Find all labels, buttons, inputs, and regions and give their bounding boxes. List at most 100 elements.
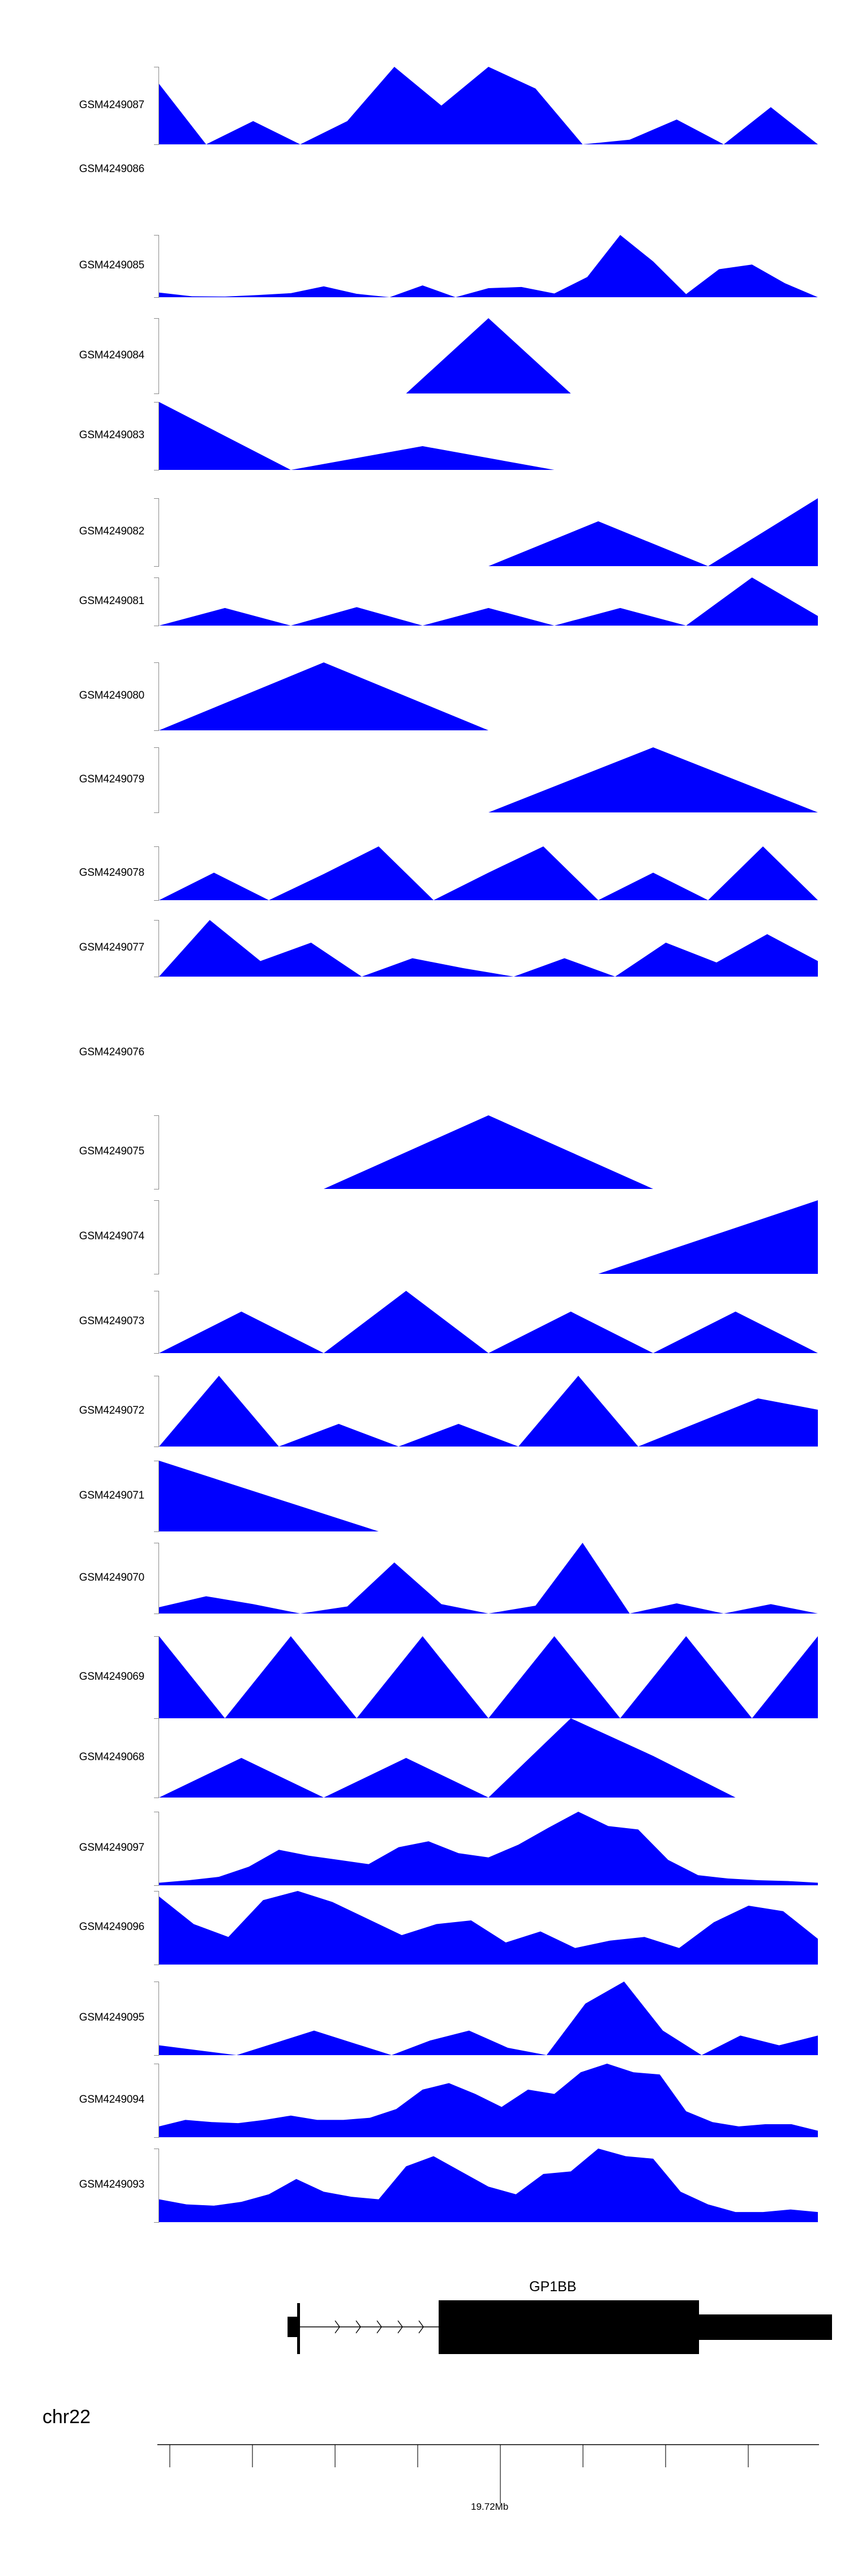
- track-sample-label: GSM4249086: [79, 163, 144, 175]
- gene-name-label: GP1BB: [529, 2279, 577, 2295]
- track-sample-label: GSM4249070: [79, 1571, 144, 1584]
- y-axis-spine: [158, 920, 159, 977]
- coverage-track: GSM4249081 30: [0, 560, 849, 643]
- coverage-area-path: [159, 577, 818, 626]
- coverage-area-svg: [159, 1812, 818, 1885]
- y-axis-bottom-cap: [154, 1885, 159, 1886]
- y-axis-spine: [158, 1461, 159, 1531]
- coverage-plot-area: [159, 1543, 818, 1614]
- coverage-area-path: [159, 920, 818, 977]
- coverage-track: GSM4249070 90: [0, 1526, 849, 1631]
- track-y-axis: 20: [154, 318, 161, 394]
- coverage-area-svg: [159, 577, 818, 626]
- coverage-track: GSM4249086: [0, 153, 849, 187]
- track-sample-label: GSM4249077: [79, 942, 144, 953]
- track-y-axis: 340: [154, 2064, 161, 2138]
- y-axis-top-cap: [154, 920, 159, 921]
- coverage-area-path: [159, 1891, 818, 1965]
- ruler-tick-label: 19.72Mb: [471, 2501, 509, 2512]
- coverage-plot-area: [159, 1982, 818, 2055]
- coverage-plot-area: [159, 2064, 818, 2137]
- y-axis-spine: [158, 2149, 159, 2222]
- chromosome-label: chr22: [42, 2406, 91, 2428]
- y-axis-top-cap: [154, 498, 159, 499]
- y-axis-spine: [158, 1543, 159, 1614]
- coverage-track: GSM4249068 40: [0, 1701, 849, 1815]
- coverage-plot-area: [159, 1115, 818, 1189]
- y-axis-spine: [158, 2064, 159, 2137]
- coverage-track: GSM4249095 30: [0, 1965, 849, 2072]
- coverage-area-path: [159, 2149, 818, 2222]
- coverage-track: GSM4249074 20: [0, 1183, 849, 1291]
- coverage-plot-area: [159, 67, 818, 144]
- track-y-axis: 30: [154, 577, 161, 626]
- coverage-track: GSM4249071 20: [0, 1444, 849, 1548]
- coverage-area-svg: [324, 1115, 653, 1189]
- y-axis-spine: [158, 498, 159, 566]
- track-sample-label: GSM4249096: [79, 1921, 144, 1933]
- coverage-track: GSM4249078 40: [0, 829, 849, 917]
- y-axis-spine: [158, 1891, 159, 1965]
- coverage-track: GSM4249079 20: [0, 730, 849, 829]
- track-y-axis: 50: [154, 1376, 161, 1447]
- coverage-area-svg: [159, 920, 818, 977]
- coverage-area-path: [159, 1291, 818, 1353]
- y-axis-bottom-cap: [154, 393, 159, 394]
- coverage-plot-area: [159, 920, 818, 977]
- coverage-area-svg: [598, 1200, 818, 1274]
- coverage-track: GSM4249097 870: [0, 1795, 849, 1902]
- track-y-axis: 290: [154, 2149, 161, 2223]
- coverage-track: GSM4249075 20: [0, 1098, 849, 1206]
- coverage-area-svg: [159, 662, 488, 730]
- y-axis-spine: [158, 1200, 159, 1274]
- y-axis-spine: [158, 67, 159, 144]
- coverage-track: GSM4249087 50: [0, 50, 849, 161]
- track-sample-label: GSM4249080: [79, 690, 144, 701]
- track-sample-label: GSM4249095: [79, 2012, 144, 2023]
- coverage-area-path: [159, 1636, 818, 1718]
- coverage-plot-area: [159, 1291, 818, 1353]
- track-y-axis: 50: [154, 498, 161, 567]
- coverage-area-path: [488, 498, 818, 566]
- coverage-area-path: [159, 402, 555, 470]
- coverage-area-path: [159, 1376, 818, 1447]
- track-y-axis: 30: [154, 1982, 161, 2056]
- chromosome-axis: chr22 19.72Mb: [0, 2400, 849, 2525]
- track-y-axis: 20: [154, 1115, 161, 1189]
- track-sample-label: GSM4249069: [79, 1670, 144, 1683]
- coverage-track: GSM4249077 40: [0, 903, 849, 994]
- track-y-axis: 40: [154, 1718, 161, 1798]
- coverage-area-svg: [488, 498, 818, 566]
- track-sample-label: GSM4249094: [79, 2094, 144, 2106]
- coverage-plot-area: [159, 1200, 818, 1274]
- y-axis-bottom-cap: [154, 566, 159, 567]
- track-sample-label: GSM4249074: [79, 1230, 144, 1242]
- coverage-area-path: [406, 318, 571, 393]
- coverage-area-svg: [159, 1718, 736, 1798]
- coverage-plot-area: [159, 498, 818, 566]
- track-y-axis: 870: [154, 1812, 161, 1886]
- coverage-area-svg: [159, 1891, 818, 1965]
- coverage-area-svg: [159, 846, 818, 900]
- track-sample-label: GSM4249078: [79, 866, 144, 879]
- y-axis-spine: [158, 1376, 159, 1447]
- track-sample-label: GSM4249097: [79, 1842, 144, 1854]
- coverage-area-path: [159, 235, 818, 297]
- track-sample-label: GSM4249081: [79, 594, 144, 607]
- coverage-plot-area: [159, 235, 818, 297]
- coverage-plot-area: [159, 846, 818, 900]
- coverage-plot-area: [159, 1636, 818, 1718]
- coverage-track: GSM4249082 50: [0, 481, 849, 583]
- y-axis-spine: [158, 747, 159, 812]
- coverage-area-path: [159, 2064, 818, 2137]
- y-axis-top-cap: [154, 1200, 159, 1201]
- y-axis-bottom-cap: [154, 900, 159, 901]
- ruler-minor-ticks: [169, 2445, 749, 2467]
- coverage-plot-area: [159, 577, 818, 626]
- y-axis-top-cap: [154, 1115, 159, 1116]
- y-axis-top-cap: [154, 318, 159, 319]
- coverage-area-svg: [159, 1636, 818, 1718]
- y-axis-bottom-cap: [154, 2137, 159, 2138]
- track-y-axis: 10: [154, 662, 161, 731]
- coverage-area-svg: [159, 2064, 818, 2137]
